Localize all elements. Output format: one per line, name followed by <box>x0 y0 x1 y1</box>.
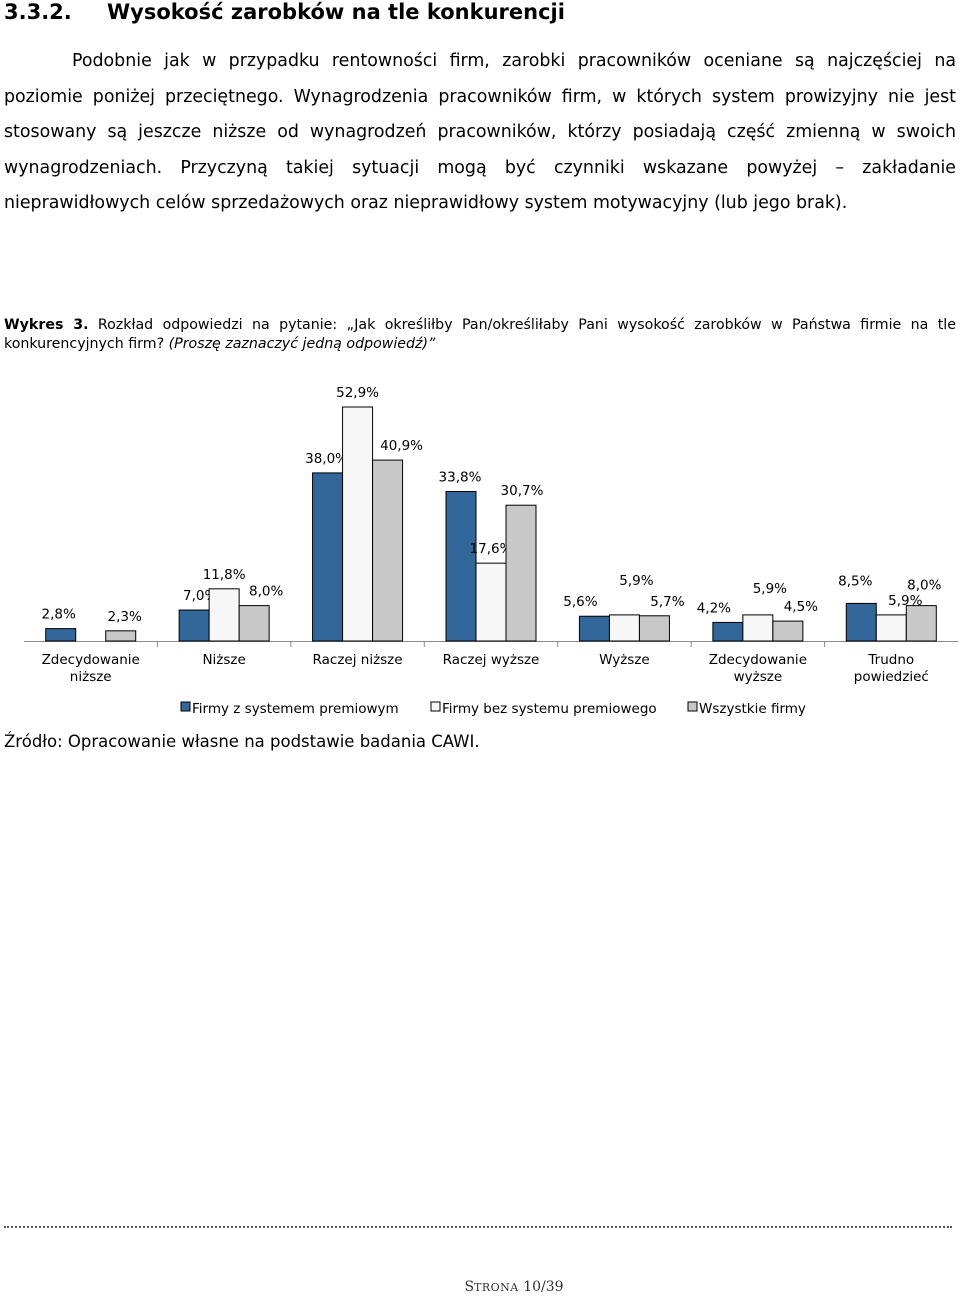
bar <box>638 615 670 642</box>
category-label: Raczej wyższe <box>443 652 540 668</box>
category-label: Zdecydowanie <box>42 652 140 668</box>
category-label: Raczej niższe <box>313 652 403 668</box>
data-label: 5,6% <box>563 594 597 610</box>
bar <box>578 615 610 642</box>
page-footer: STRONA 10/39 <box>0 1279 960 1295</box>
bar <box>342 406 374 642</box>
category-label: wyższe <box>734 669 783 685</box>
caption-text: Rozkład odpowiedzi na pytanie: „Jak okre… <box>4 317 956 352</box>
data-label: 5,9% <box>753 581 787 597</box>
bar <box>475 562 507 642</box>
legend-swatch <box>687 701 698 712</box>
body-paragraph: Podobnie jak w przypadku rentowności fir… <box>4 51 956 213</box>
data-label: 38,0% <box>305 451 348 467</box>
data-label: 30,7% <box>501 483 544 499</box>
footer-prefix: S <box>464 1279 475 1295</box>
bar <box>905 605 937 642</box>
source-note: Źródło: Opracowanie własne na podstawie … <box>4 732 480 751</box>
caption-label: Wykres 3. <box>4 317 89 333</box>
data-label: 2,3% <box>108 609 142 625</box>
data-label: 8,0% <box>907 578 941 594</box>
category-label: Zdecydowanie <box>709 652 807 668</box>
bar <box>445 490 477 642</box>
chart-caption: Wykres 3. Rozkład odpowiedzi na pytanie:… <box>4 316 956 354</box>
data-label: 5,7% <box>650 594 684 610</box>
data-label: 8,5% <box>838 573 872 589</box>
data-label: 5,9% <box>888 593 922 609</box>
data-label: 4,5% <box>784 599 818 615</box>
category-label: powiedzieć <box>854 669 929 685</box>
caption-instruction: (Proszę zaznaczyć jedną odpowiedź)” <box>168 336 436 352</box>
data-label: 5,9% <box>619 573 653 589</box>
bar <box>45 628 77 642</box>
bar <box>178 609 210 642</box>
data-label: 8,0% <box>249 584 283 600</box>
section-heading: 3.3.2. Wysokość zarobków na tle konkurenc… <box>4 0 565 24</box>
legend-swatch <box>430 701 441 712</box>
bar <box>105 630 137 642</box>
bar <box>372 459 404 642</box>
data-label: 17,6% <box>470 541 513 557</box>
bar <box>238 605 270 642</box>
category-label: niższe <box>70 669 112 685</box>
bar <box>875 614 907 642</box>
section-title: Wysokość zarobków na tle konkurencji <box>107 0 565 24</box>
data-label: 33,8% <box>439 469 482 485</box>
data-label: 11,8% <box>203 567 246 583</box>
legend-label: Wszystkie firmy <box>699 701 806 717</box>
bar <box>505 504 537 642</box>
category-label: Niższe <box>202 652 245 668</box>
bar <box>312 472 344 642</box>
data-label: 2,8% <box>42 607 76 623</box>
bar-chart: 2,8% 2,3%Zdecydowanieniższe7,0%11,8%8,0%N… <box>24 385 958 717</box>
data-label: 40,9% <box>380 438 423 454</box>
footer-divider <box>4 1226 952 1228</box>
legend-swatch <box>180 701 191 712</box>
legend-label: Firmy bez systemu premiowego <box>442 701 657 717</box>
bar <box>208 588 240 642</box>
data-label: 4,2% <box>697 600 731 616</box>
footer-word: TRONA <box>474 1281 519 1294</box>
bar <box>712 621 744 642</box>
bar <box>772 620 804 642</box>
category-label: Wyższe <box>599 652 650 668</box>
bar <box>845 602 877 642</box>
bar <box>608 614 640 642</box>
bar <box>742 614 774 642</box>
data-label: 52,9% <box>336 385 379 401</box>
section-number: 3.3.2. <box>4 0 72 24</box>
page-number: 10/39 <box>523 1279 564 1295</box>
legend-label: Firmy z systemem premiowym <box>192 701 399 717</box>
category-label: Trudno <box>867 652 914 668</box>
